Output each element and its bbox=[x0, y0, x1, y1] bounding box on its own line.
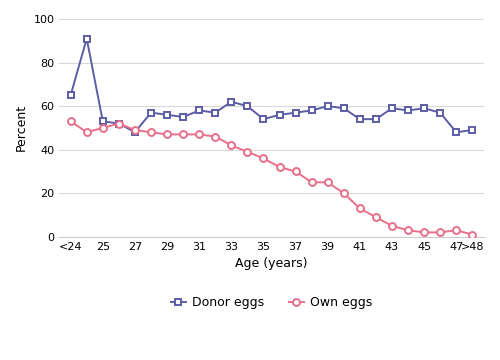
Own eggs bbox=[164, 132, 170, 136]
Donor eggs bbox=[244, 104, 250, 108]
Donor eggs bbox=[437, 111, 443, 115]
Own eggs bbox=[373, 215, 379, 219]
Own eggs bbox=[405, 228, 411, 233]
Donor eggs bbox=[148, 111, 154, 115]
Own eggs bbox=[421, 230, 427, 235]
Donor eggs bbox=[228, 100, 234, 104]
Donor eggs bbox=[116, 121, 122, 126]
Own eggs bbox=[132, 128, 138, 132]
Donor eggs bbox=[292, 111, 298, 115]
Own eggs bbox=[453, 228, 459, 233]
Own eggs bbox=[100, 126, 106, 130]
Own eggs bbox=[357, 206, 363, 211]
Donor eggs bbox=[405, 108, 411, 113]
Own eggs bbox=[68, 119, 73, 123]
Donor eggs bbox=[68, 93, 73, 97]
Own eggs bbox=[180, 132, 186, 136]
Own eggs bbox=[276, 165, 282, 169]
Donor eggs bbox=[196, 108, 202, 113]
Donor eggs bbox=[132, 130, 138, 134]
Donor eggs bbox=[276, 113, 282, 117]
Donor eggs bbox=[470, 128, 476, 132]
Own eggs bbox=[244, 150, 250, 154]
X-axis label: Age (years): Age (years) bbox=[235, 257, 308, 270]
Donor eggs bbox=[341, 106, 347, 111]
Own eggs bbox=[389, 224, 395, 228]
Donor eggs bbox=[373, 117, 379, 121]
Line: Donor eggs: Donor eggs bbox=[67, 35, 476, 136]
Donor eggs bbox=[84, 36, 89, 41]
Own eggs bbox=[470, 233, 476, 237]
Donor eggs bbox=[180, 115, 186, 119]
Own eggs bbox=[228, 143, 234, 148]
Own eggs bbox=[196, 132, 202, 136]
Donor eggs bbox=[389, 106, 395, 111]
Y-axis label: Percent: Percent bbox=[15, 104, 28, 152]
Own eggs bbox=[116, 121, 122, 126]
Donor eggs bbox=[453, 130, 459, 134]
Own eggs bbox=[260, 156, 266, 161]
Donor eggs bbox=[100, 119, 106, 123]
Own eggs bbox=[148, 130, 154, 134]
Donor eggs bbox=[164, 113, 170, 117]
Own eggs bbox=[84, 130, 89, 134]
Donor eggs bbox=[212, 111, 218, 115]
Own eggs bbox=[212, 134, 218, 139]
Own eggs bbox=[437, 230, 443, 235]
Donor eggs bbox=[421, 106, 427, 111]
Donor eggs bbox=[260, 117, 266, 121]
Donor eggs bbox=[324, 104, 330, 108]
Own eggs bbox=[324, 180, 330, 184]
Own eggs bbox=[292, 169, 298, 174]
Donor eggs bbox=[308, 108, 314, 113]
Donor eggs bbox=[357, 117, 363, 121]
Line: Own eggs: Own eggs bbox=[67, 118, 476, 238]
Own eggs bbox=[341, 191, 347, 195]
Legend: Donor eggs, Own eggs: Donor eggs, Own eggs bbox=[166, 291, 378, 314]
Own eggs bbox=[308, 180, 314, 184]
